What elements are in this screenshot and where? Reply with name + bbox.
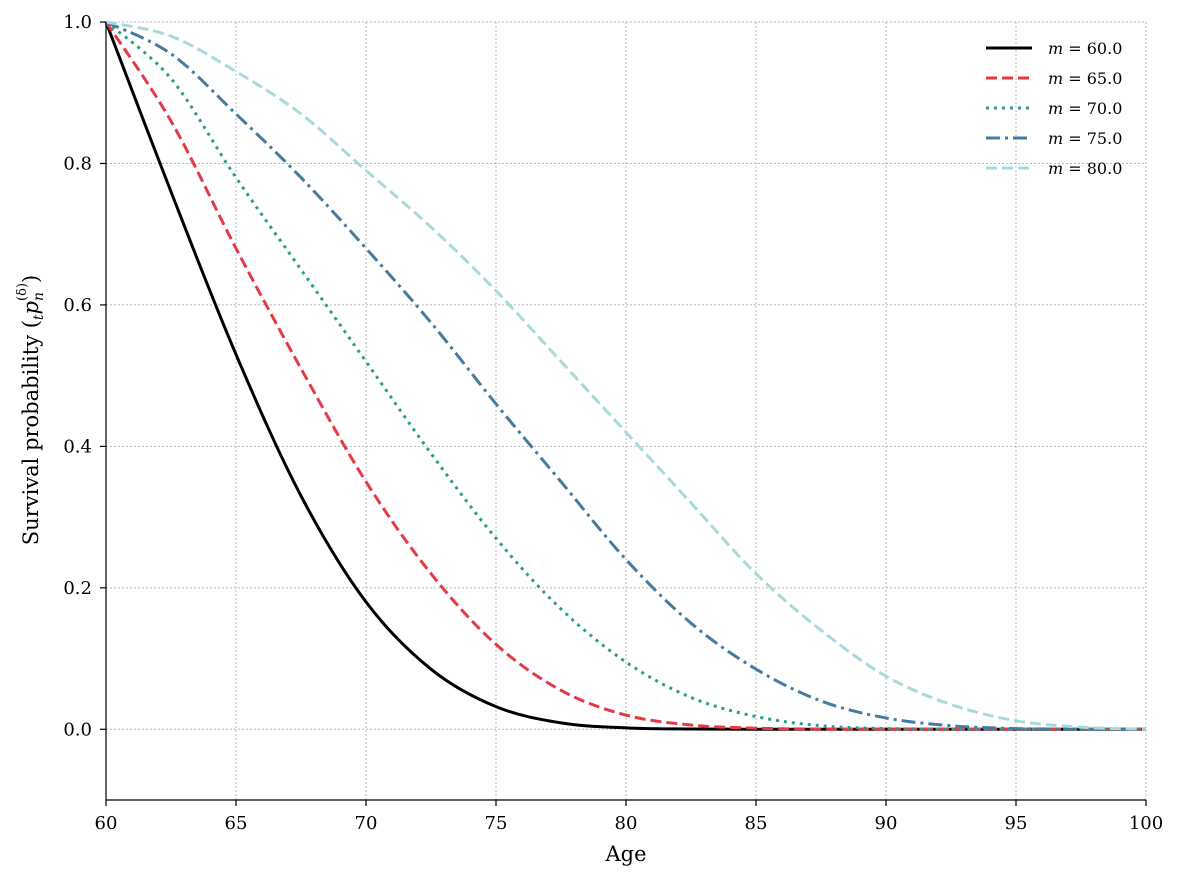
legend-label-value: 70.0 [1087,99,1123,118]
x-tick-label: 75 [485,813,508,834]
y-axis-title-superscript: (δ) [15,283,30,301]
series-line-70-0 [105,20,1146,731]
grid [105,21,1147,800]
legend-label-value: 65.0 [1087,69,1123,88]
y-tick-label: 0.8 [63,153,92,174]
legend-label: m = 75.0 [1048,129,1122,148]
legend-entry: m = 60.0 [986,39,1122,58]
legend-label-eq: = [1063,99,1087,118]
legend-entry: m = 80.0 [986,159,1122,178]
legend-label-var: m [1048,69,1063,88]
y-axis-title: Survival probability (tpn(δ)) [15,275,47,545]
y-tick-label: 0.6 [63,295,92,316]
x-tick-label: 85 [745,813,768,834]
x-tick-label: 80 [615,813,638,834]
y-tick-label: 0.2 [63,578,92,599]
series-line-60-0 [104,21,1146,731]
legend-label: m = 65.0 [1048,69,1122,88]
x-tick-label: 100 [1129,813,1163,834]
y-axis-title-p: p [19,301,43,314]
y-axis-title-prefix: Survival probability ( [19,320,43,545]
legend-label-eq: = [1063,39,1087,58]
y-axis-title-subscript-n: n [31,292,47,301]
x-axis-title: Age [604,842,646,866]
y-tick-label: 0.4 [63,436,92,457]
y-tick-label: 0.0 [63,719,92,740]
legend-label-var: m [1048,39,1063,58]
series-line-65-0 [104,21,1146,731]
series-line-80-0 [105,20,1147,731]
series-line-75-0 [105,20,1147,731]
legend-label-eq: = [1063,129,1087,148]
legend-label: m = 70.0 [1048,99,1122,118]
series-lines [104,20,1147,731]
legend-label-var: m [1048,159,1063,178]
legend-label-var: m [1048,99,1063,118]
legend-entry: m = 75.0 [986,129,1122,148]
x-tick-label: 95 [1005,813,1028,834]
y-axis-title-suffix: ) [19,275,43,283]
legend-label-value: 75.0 [1087,129,1123,148]
y-axis-title-subscript-t: t [31,314,47,320]
tick-labels: 60 65 70 75 80 85 90 95 100 0.0 0.2 0.4 0.6 0.8 1.0 [63,12,1163,834]
legend-label-value: 80.0 [1087,159,1123,178]
legend-label-eq: = [1063,159,1087,178]
legend-label-var: m [1048,129,1063,148]
x-tick-label: 65 [225,813,248,834]
legend-entry: m = 70.0 [986,99,1122,118]
legend-label: m = 80.0 [1048,159,1122,178]
x-tick-label: 70 [355,813,378,834]
legend: m = 60.0m = 65.0m = 70.0m = 75.0m = 80.0 [986,39,1122,178]
legend-label: m = 60.0 [1048,39,1122,58]
legend-label-eq: = [1063,69,1087,88]
x-tick-label: 60 [95,813,118,834]
legend-label-value: 60.0 [1087,39,1123,58]
x-tick-label: 90 [875,813,898,834]
legend-entry: m = 65.0 [986,69,1122,88]
y-tick-label: 1.0 [63,12,92,33]
